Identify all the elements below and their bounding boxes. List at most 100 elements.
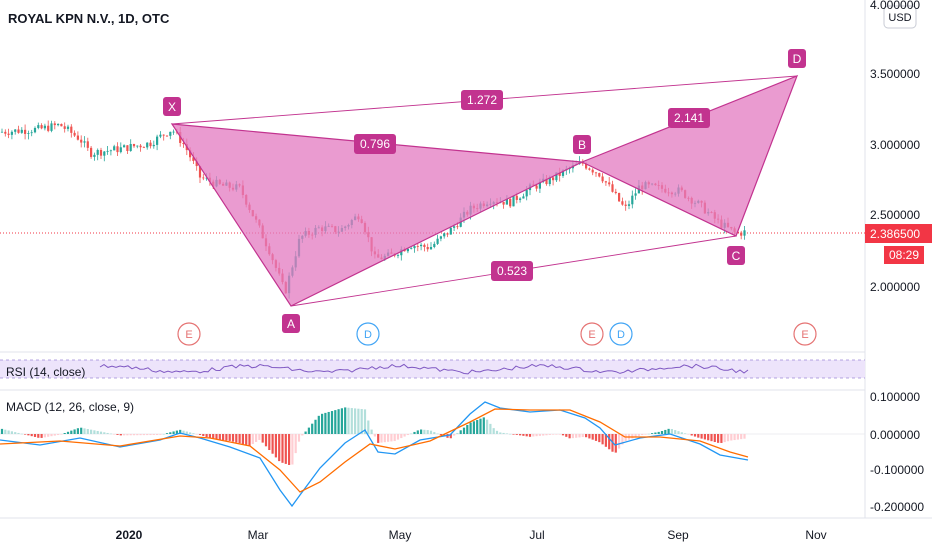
ratio-label-bcd[interactable]: 2.141 (668, 108, 710, 128)
histogram-bar (687, 434, 690, 435)
candle-body (552, 177, 555, 181)
point-label-c[interactable]: C (727, 246, 745, 265)
histogram-bar (561, 434, 565, 436)
ratio-label-ac[interactable]: 0.523 (491, 261, 533, 281)
pattern-triangle-bcd[interactable] (580, 74, 799, 237)
macd-line[interactable] (0, 401, 749, 508)
candle-body (66, 126, 70, 129)
candle-body (634, 193, 637, 196)
point-label-d[interactable]: D (788, 49, 806, 68)
candle-body (99, 149, 103, 156)
point-label-b[interactable]: B (573, 135, 591, 154)
event-type: E (801, 329, 808, 341)
histogram-bar (57, 434, 60, 436)
histogram-bar (347, 407, 350, 434)
candle-body (152, 144, 155, 147)
histogram-bar (522, 434, 525, 436)
candle-body (4, 131, 7, 134)
macd-label[interactable]: MACD (12, 26, close, 9) (6, 400, 134, 414)
histogram-bar (350, 408, 353, 434)
candle-body (93, 154, 96, 157)
histogram-bar (502, 432, 505, 434)
event-markers[interactable]: E D E D E (177, 322, 817, 346)
histogram-bar (654, 432, 657, 434)
histogram-bar (495, 430, 499, 434)
histogram-bar (66, 431, 70, 434)
histogram-bar (274, 434, 277, 458)
candle-body (410, 248, 413, 249)
xabcd-pattern[interactable]: X A B C D 1.272 0.796 2.141 (163, 49, 806, 333)
earnings-event-marker[interactable]: E (177, 322, 201, 346)
ratio-value: 0.796 (360, 137, 390, 151)
candle-body (20, 129, 23, 133)
time-axis[interactable]: 2020 Mar May Jul Sep Nov (116, 528, 827, 542)
event-type: D (364, 329, 372, 341)
candle-body (198, 166, 202, 178)
histogram-bar (393, 434, 396, 442)
earnings-event-marker[interactable]: E (793, 322, 817, 346)
candle-body (96, 149, 99, 155)
histogram-bar (301, 434, 304, 436)
macd-tick: -0.100000 (870, 463, 924, 477)
histogram-bar (113, 434, 116, 435)
earnings-event-marker[interactable]: E (580, 322, 604, 346)
macd-histogram[interactable] (0, 407, 746, 465)
histogram-bar (245, 434, 248, 445)
histogram-bar (601, 434, 604, 445)
macd-pane[interactable]: MACD (12, 26, close, 9) 0.100000 0.00000… (0, 390, 924, 514)
rsi-label[interactable]: RSI (14, close) (6, 365, 85, 379)
histogram-bar (321, 413, 324, 434)
candle-body (545, 178, 548, 185)
histogram-bar (195, 434, 198, 435)
rsi-pane[interactable]: RSI (14, close) (0, 359, 865, 379)
candle-body (505, 198, 508, 205)
histogram-bar (680, 432, 683, 434)
histogram-bar (198, 434, 202, 435)
histogram-bar (426, 430, 429, 434)
candle-body (27, 133, 30, 134)
candle-body (509, 198, 512, 207)
histogram-bar (60, 434, 63, 435)
histogram-bar (674, 430, 677, 434)
histogram-bar (736, 434, 739, 440)
currency-button[interactable]: USD (883, 5, 917, 29)
ratio-label-xab[interactable]: 0.796 (354, 134, 396, 154)
histogram-bar (525, 434, 528, 437)
bar-countdown-badge: 08:29 (884, 246, 924, 264)
price-axis[interactable]: 4.000000 3.500000 3.000000 2.500000 2.00… (870, 0, 920, 294)
histogram-bar (317, 415, 320, 434)
candle-body (519, 198, 522, 200)
histogram-bar (618, 434, 621, 449)
histogram-bar (354, 408, 357, 434)
candle-body (57, 123, 60, 126)
dividend-event-marker[interactable]: D (609, 322, 633, 346)
histogram-bar (208, 434, 211, 439)
candle-body (631, 195, 634, 205)
point-label-x[interactable]: X (163, 97, 181, 116)
histogram-bar (228, 434, 231, 441)
histogram-bar (710, 434, 713, 442)
histogram-bar (258, 434, 261, 440)
histogram-bar (53, 434, 56, 436)
candle-body (594, 172, 598, 174)
candle-body (159, 134, 162, 137)
rsi-line[interactable] (99, 363, 749, 375)
histogram-bar (509, 433, 512, 435)
candle-body (416, 246, 419, 247)
signal-line[interactable] (0, 408, 749, 493)
dividend-event-marker[interactable]: D (356, 322, 380, 346)
histogram-bar (459, 430, 462, 434)
candle-body (17, 129, 20, 133)
histogram-bar (614, 434, 617, 453)
histogram-bar (469, 422, 472, 434)
point-label-a[interactable]: A (282, 314, 300, 333)
ratio-label-xd[interactable]: 1.272 (461, 90, 503, 110)
histogram-bar (532, 434, 535, 437)
candle-body (456, 226, 459, 228)
candle-body (446, 233, 449, 235)
candle-body (60, 123, 63, 127)
histogram-bar (420, 429, 423, 434)
histogram-bar (63, 433, 66, 434)
